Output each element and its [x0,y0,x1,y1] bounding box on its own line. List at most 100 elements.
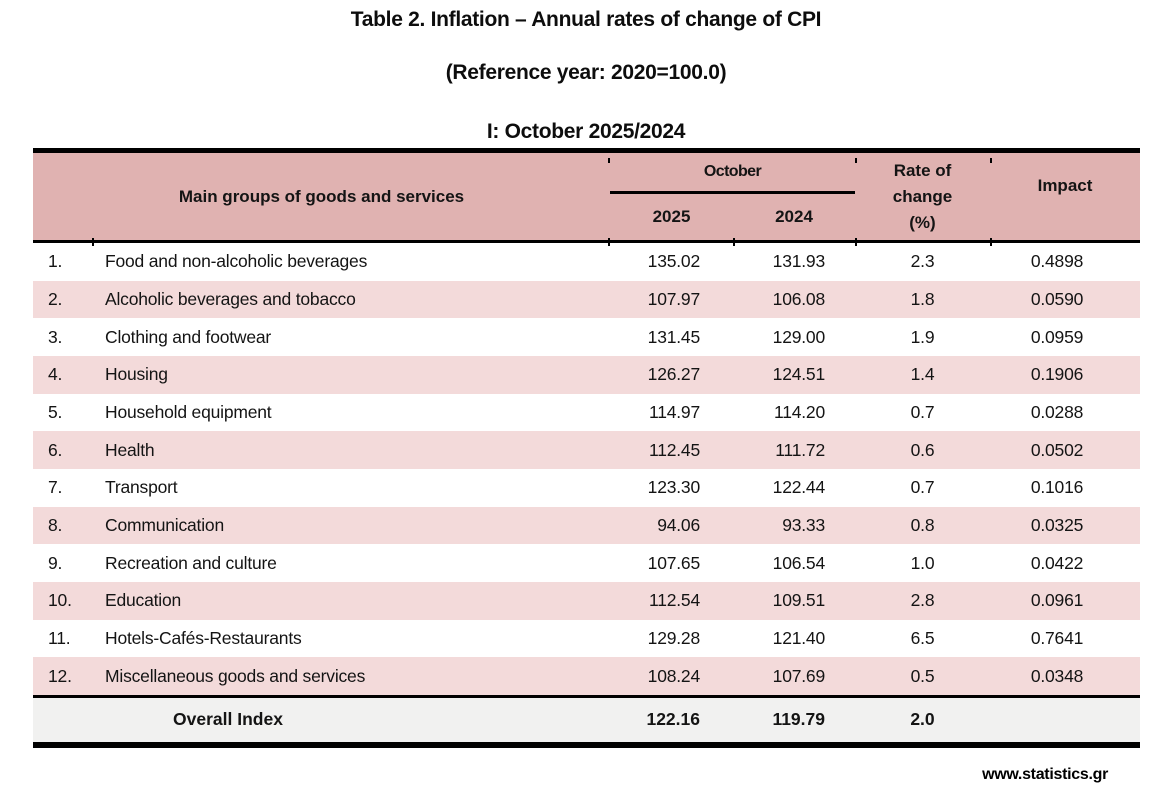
row-group-name-cell: Health [105,439,155,460]
row-value-2024-cell: 93.33 [782,514,825,535]
row-value-2024-cell: 131.93 [772,251,826,272]
row-impact-cell: 0.0959 [1030,326,1084,347]
row-rate-cell: 0.7 [910,477,935,498]
overall-value-2025: 122.16 [646,709,700,730]
row-impact-cell: 0.7641 [1030,627,1084,648]
row-value-2024-cell: 107.69 [772,665,826,686]
table-row: 2. Alcoholic beverages and tobacco 107.9… [33,280,1140,319]
column-divider-tick [855,158,857,163]
header-main-groups: Main groups of goods and services [178,186,465,206]
table-header: Main groups of goods and services Octobe… [33,148,1140,246]
table-row: 1. Food and non-alcoholic beverages 135.… [33,243,1140,281]
row-value-2024-cell: 106.08 [772,288,826,309]
row-impact-cell: 0.1906 [1030,364,1084,385]
row-value-2025-cell: 94.06 [657,514,700,535]
row-value-2025-cell: 112.54 [648,590,700,611]
row-number-cell: 5. [48,401,63,422]
row-group-name-cell: Miscellaneous goods and services [105,665,366,686]
table-footer-divider [33,694,1140,698]
overall-rate-of-change: 2.0 [910,709,935,730]
row-rate-cell: 0.6 [910,439,935,460]
row-rate-cell: 1.4 [910,364,935,385]
row-rate-cell: 1.8 [910,288,935,309]
row-number-cell: 7. [48,477,63,498]
row-value-2025-cell: 123.30 [647,477,701,498]
row-rate-cell: 1.9 [910,326,935,347]
overall-index-label: Overall Index [173,709,283,730]
row-group-name-cell: Food and non-alcoholic beverages [105,251,368,272]
row-value-2024-cell: 114.20 [773,401,825,422]
row-number-cell: 3. [48,326,63,347]
column-divider-tick [608,238,610,246]
row-impact-cell: 0.0288 [1030,401,1084,422]
row-value-2025-cell: 135.02 [647,251,701,272]
row-impact-cell: 0.4898 [1030,251,1084,272]
row-impact-cell: 0.0348 [1030,665,1084,686]
table-title: Table 2. Inflation – Annual rates of cha… [350,8,822,31]
table-row: 12. Miscellaneous goods and services 108… [33,657,1140,695]
table-body: 1. Food and non-alcoholic beverages 135.… [33,243,1140,695]
overall-value-2024: 119.79 [772,709,825,730]
row-group-name-cell: Hotels-Cafés-Restaurants [105,627,302,648]
header-october-group: October 2025 2024 [610,153,855,240]
header-october: October [610,153,855,194]
row-impact-cell: 0.0590 [1030,288,1084,309]
row-value-2025-cell: 129.28 [647,627,701,648]
row-value-2024-cell: 124.51 [772,364,826,385]
column-divider-tick [855,238,857,246]
row-impact-cell: 0.0422 [1030,552,1084,573]
table-row: 4. Housing 126.27 124.51 1.4 0.1906 [33,355,1140,394]
column-divider-tick [608,158,610,163]
row-impact-cell: 0.0502 [1030,439,1084,460]
row-value-2025-cell: 107.65 [647,552,701,573]
header-rate-of-change-label: Rate of change (%) [892,160,953,232]
row-number-cell: 6. [48,439,63,460]
row-group-name-cell: Transport [105,477,178,498]
row-group-name-cell: Household equipment [105,401,272,422]
row-value-2025-cell: 126.27 [647,364,701,385]
table-row: 5. Household equipment 114.97 114.20 0.7… [33,394,1140,432]
header-year-2024: 2024 [775,207,813,226]
header-impact: Impact [990,153,1140,240]
row-rate-cell: 0.5 [910,665,935,686]
overall-index-row: Overall Index 122.16 119.79 2.0 [33,697,1140,748]
row-rate-cell: 0.7 [910,401,935,422]
row-group-name-cell: Education [105,590,182,611]
table-row: 7. Transport 123.30 122.44 0.7 0.1016 [33,469,1140,507]
row-impact-cell: 0.1016 [1030,477,1084,498]
column-divider-tick [990,238,992,246]
row-number-cell: 8. [48,514,63,535]
table-row: 9. Recreation and culture 107.65 106.54 … [33,544,1140,582]
row-number-cell: 2. [48,288,63,309]
column-divider-tick [733,238,735,246]
table-row: 3. Clothing and footwear 131.45 129.00 1… [33,318,1140,356]
header-year-2025: 2025 [652,207,691,226]
row-group-name-cell: Communication [105,514,224,535]
row-impact-cell: 0.0325 [1030,514,1084,535]
column-divider-tick [92,238,94,246]
row-number-cell: 4. [48,364,63,385]
statistics-gr-link: www.statistics.gr [982,766,1108,783]
row-value-2025-cell: 107.97 [647,288,701,309]
row-group-name-cell: Clothing and footwear [105,326,272,347]
row-group-name-cell: Housing [105,364,168,385]
row-value-2024-cell: 111.72 [775,439,825,460]
row-rate-cell: 0.8 [910,514,935,535]
row-number-cell: 10. [48,590,72,611]
row-number-cell: 9. [48,552,63,573]
row-value-2024-cell: 122.44 [772,477,826,498]
period-subtitle: I: October 2025/2024 [486,120,686,143]
row-group-name-cell: Alcoholic beverages and tobacco [105,288,356,309]
row-rate-cell: 2.8 [910,590,935,611]
row-value-2024-cell: 121.40 [772,627,826,648]
row-number-cell: 12. [48,665,72,686]
row-rate-cell: 1.0 [910,552,935,573]
row-rate-cell: 6.5 [910,627,935,648]
row-value-2024-cell: 129.00 [772,326,826,347]
table-row: 10. Education 112.54 109.51 2.8 0.0961 [33,581,1140,620]
header-impact-label: Impact [1037,175,1093,195]
table-row: 8. Communication 94.06 93.33 0.8 0.0325 [33,506,1140,545]
row-group-name-cell: Recreation and culture [105,552,277,573]
header-rate-of-change: Rate of change (%) [855,153,990,240]
